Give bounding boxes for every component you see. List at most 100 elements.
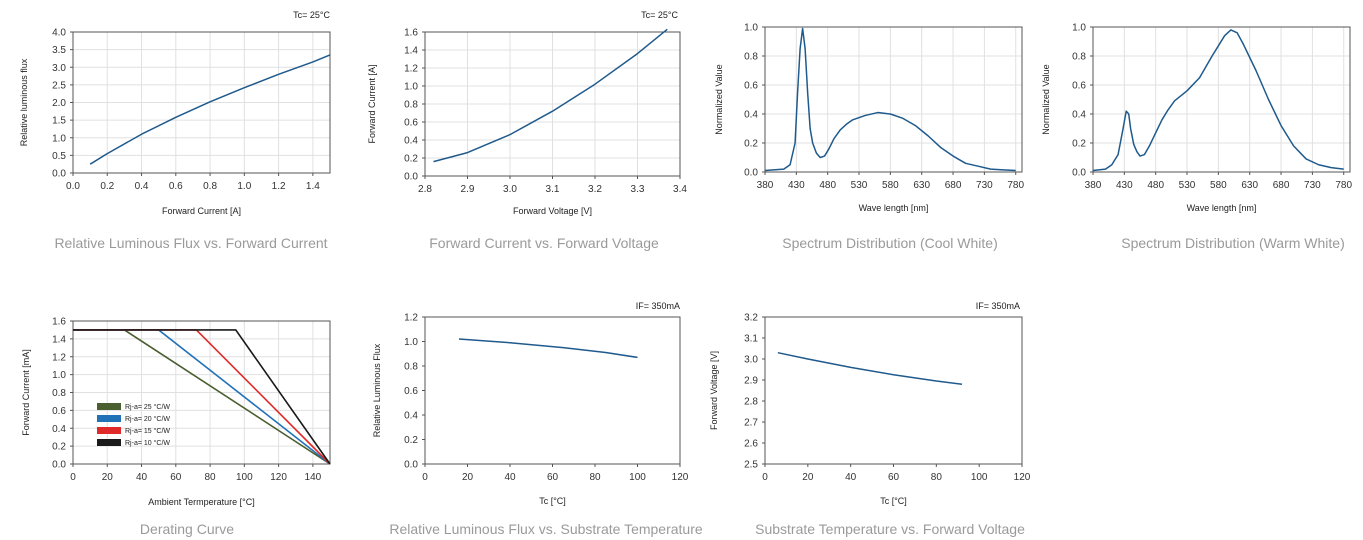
x-tick-label: 480 xyxy=(819,180,836,191)
y-tick-label: 2.9 xyxy=(744,376,758,387)
x-tick-label: 0.8 xyxy=(203,181,217,192)
y-tick-label: 1.6 xyxy=(52,317,66,328)
y-axis-label: Normalized Value xyxy=(1041,64,1051,134)
y-tick-label: 2.0 xyxy=(52,98,66,109)
y-tick-label: 0.2 xyxy=(744,139,758,150)
y-tick-label: 0.8 xyxy=(1072,52,1086,63)
y-tick-label: 0.8 xyxy=(404,362,418,373)
x-tick-label: 2.9 xyxy=(461,184,475,195)
legend-swatch xyxy=(97,415,121,422)
x-tick-label: 100 xyxy=(629,472,646,483)
y-tick-label: 1.4 xyxy=(404,46,418,57)
x-tick-label: 80 xyxy=(205,472,217,483)
y-tick-label: 0.6 xyxy=(404,386,418,397)
x-axis-label: Tc [°C] xyxy=(880,496,907,506)
y-tick-label: 1.5 xyxy=(52,116,66,127)
chart-3: 380 430 480 530 580 630 680 730 780 0.0 0.2 0.4 0.6 0… xyxy=(714,23,1025,252)
y-axis-label: Relative luminous flux xyxy=(19,58,29,146)
y-tick-label: 0.8 xyxy=(52,388,66,399)
y-tick-label: 0.2 xyxy=(52,442,66,453)
x-tick-label: 430 xyxy=(1116,180,1133,191)
x-tick-label: 1.2 xyxy=(272,181,286,192)
x-tick-label: 0.6 xyxy=(169,181,183,192)
legend-swatch xyxy=(97,427,121,434)
x-tick-label: 0 xyxy=(422,472,428,483)
x-tick-label: 0.0 xyxy=(66,181,80,192)
x-tick-label: 3.1 xyxy=(546,184,560,195)
y-tick-label: 1.0 xyxy=(1072,23,1086,34)
y-tick-label: 2.7 xyxy=(744,418,758,429)
series-line-4 xyxy=(73,329,331,465)
y-tick-label: 1.4 xyxy=(52,334,66,345)
x-tick-label: 80 xyxy=(931,472,943,483)
y-tick-label: 1.0 xyxy=(404,337,418,348)
x-tick-label: 20 xyxy=(102,472,114,483)
chart-caption: Spectrum Distribution (Warm White) xyxy=(1121,235,1345,251)
x-tick-label: 0.2 xyxy=(100,181,114,192)
x-tick-label: 20 xyxy=(462,472,474,483)
y-tick-label: 1.0 xyxy=(52,133,66,144)
x-axis-label: Forward Current [A] xyxy=(162,206,241,216)
y-tick-label: 1.0 xyxy=(52,370,66,381)
x-tick-label: 100 xyxy=(971,472,988,483)
y-tick-label: 0.4 xyxy=(1072,110,1086,121)
y-tick-label: 0.2 xyxy=(404,435,418,446)
legend-swatch xyxy=(97,403,121,410)
plot-frame xyxy=(764,26,1023,173)
y-tick-label: 2.8 xyxy=(744,397,758,408)
y-tick-label: 0.6 xyxy=(52,406,66,417)
x-axis-label: Forward Voltage [V] xyxy=(513,206,592,216)
x-tick-label: 140 xyxy=(305,472,322,483)
plot-frame xyxy=(1092,26,1351,173)
x-tick-label: 530 xyxy=(1179,180,1196,191)
legend-label: Rj-a= 10 °C/W xyxy=(125,439,170,447)
chart-caption: Relative Luminous Flux vs. Forward Curre… xyxy=(54,235,327,251)
legend-swatch xyxy=(97,439,121,446)
chart-caption: Forward Current vs. Forward Voltage xyxy=(429,235,659,251)
x-tick-label: 0 xyxy=(70,472,76,483)
x-tick-label: 40 xyxy=(504,472,516,483)
y-axis-label: Normalized Value xyxy=(714,64,724,134)
x-tick-label: 580 xyxy=(1210,180,1227,191)
legend-label: Rj-a= 20 °C/W xyxy=(125,415,170,423)
x-tick-label: 60 xyxy=(547,472,559,483)
y-tick-label: 0.4 xyxy=(404,411,418,422)
x-tick-label: 3.3 xyxy=(631,184,645,195)
x-tick-label: 1.0 xyxy=(237,181,251,192)
x-tick-label: 120 xyxy=(270,472,287,483)
y-tick-label: 0.2 xyxy=(404,154,418,165)
y-tick-label: 0.0 xyxy=(404,172,418,183)
y-axis-label: Relative Luminous Flux xyxy=(372,343,382,437)
x-tick-label: 40 xyxy=(845,472,857,483)
chart-2: 2.8 2.9 3.0 3.1 3.2 3.3 3.4 0.0 0.2 0.4 0.6 0.8 1.0 1… xyxy=(367,10,687,251)
x-tick-label: 60 xyxy=(888,472,900,483)
x-axis-label: Ambient Termperature [°C] xyxy=(148,497,254,507)
x-tick-label: 2.8 xyxy=(418,184,432,195)
x-tick-label: 430 xyxy=(788,180,805,191)
y-tick-label: 2.5 xyxy=(744,460,758,471)
chart-7: 0 20 40 60 80 100 120 2.5 2.6 2.7 2.8 2.9 3.0 3.1 3.2 T… xyxy=(709,301,1031,537)
series-line xyxy=(1092,29,1344,172)
chart-caption: Relative Luminous Flux vs. Substrate Tem… xyxy=(389,521,703,537)
y-tick-label: 0.0 xyxy=(52,460,66,471)
legend-label: Rj-a= 25 °C/W xyxy=(125,403,170,411)
x-tick-label: 80 xyxy=(589,472,601,483)
x-tick-label: 730 xyxy=(1304,180,1321,191)
x-tick-label: 680 xyxy=(945,180,962,191)
y-tick-label: 0.6 xyxy=(404,118,418,129)
y-tick-label: 0.2 xyxy=(1072,139,1086,150)
x-tick-label: 120 xyxy=(672,472,689,483)
y-tick-label: 1.2 xyxy=(404,64,418,75)
y-axis-label: Forward Voltage [V] xyxy=(709,351,719,430)
x-tick-label: 680 xyxy=(1273,180,1290,191)
x-tick-label: 780 xyxy=(1335,180,1352,191)
x-tick-label: 380 xyxy=(757,180,774,191)
series-line xyxy=(433,28,668,163)
x-tick-label: 630 xyxy=(1241,180,1258,191)
y-tick-label: 1.0 xyxy=(744,23,758,34)
y-tick-label: 0.8 xyxy=(744,52,758,63)
y-tick-label: 1.2 xyxy=(404,313,418,324)
y-tick-label: 2.6 xyxy=(744,439,758,450)
y-tick-label: 3.0 xyxy=(52,63,66,74)
x-tick-label: 100 xyxy=(236,472,253,483)
